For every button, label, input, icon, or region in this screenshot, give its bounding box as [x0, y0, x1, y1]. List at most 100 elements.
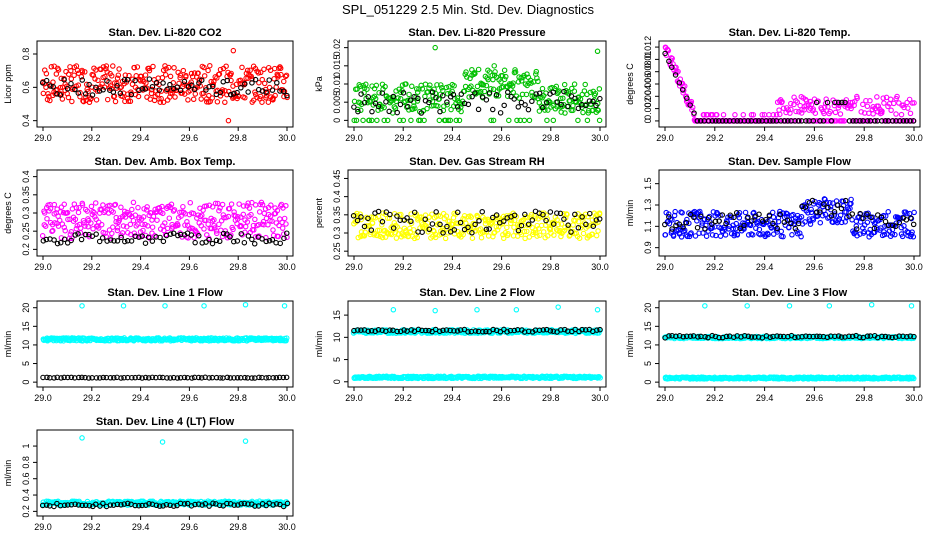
pressure-point [358, 91, 364, 97]
box_temp-point [175, 232, 181, 239]
y-axis-label: ml/min [314, 331, 324, 358]
box_temp-point [54, 240, 61, 247]
co2-point [162, 72, 169, 78]
box_temp-point [255, 221, 262, 228]
box_temp-point [111, 238, 117, 244]
rh-point [424, 220, 431, 226]
co2-point [177, 72, 184, 78]
line3-point [817, 333, 823, 340]
line2-point [540, 327, 547, 333]
rh-point [426, 214, 433, 220]
line2-outlier-point [594, 307, 601, 313]
flow-point [733, 210, 740, 216]
line2-point [401, 327, 407, 333]
y-axis-label: degrees C [3, 192, 13, 234]
box_temp-point [140, 214, 147, 220]
flow-point [910, 221, 917, 228]
line2-point [394, 328, 400, 335]
box_temp-point [162, 220, 168, 226]
flow-point [798, 214, 805, 220]
pressure-point [488, 117, 494, 124]
line3-point [864, 333, 871, 339]
pressure-point [472, 90, 478, 96]
flow-point [766, 212, 773, 219]
pressure-point [567, 98, 573, 104]
pressure-point [408, 117, 414, 124]
temp-point [781, 118, 788, 124]
line1-point [111, 375, 117, 381]
line2-point [387, 327, 393, 333]
temp-point [788, 106, 794, 113]
co2-point [263, 89, 269, 95]
co2-point [239, 64, 245, 71]
pressure-point [358, 107, 364, 114]
y-tick-label: 0.25 [21, 222, 31, 240]
flow-point [853, 223, 860, 229]
pressure-point [366, 117, 373, 124]
flow-point [696, 230, 702, 236]
pressure-point [435, 103, 441, 109]
temp-point [669, 55, 675, 62]
co2-point [64, 86, 71, 92]
flow-point [662, 221, 668, 228]
line3-point [911, 375, 917, 382]
co2-point [103, 66, 109, 72]
pressure-point [501, 67, 508, 74]
temp-point [714, 112, 720, 118]
flow-point [864, 219, 871, 226]
rh-point [593, 232, 600, 239]
co2-point [234, 89, 240, 96]
x-tick-label: 30.0 [905, 262, 923, 272]
co2-point [71, 72, 77, 79]
co2-point [93, 97, 100, 103]
x-tick-label: 29.4 [444, 262, 462, 272]
x-tick-label: 29.2 [706, 133, 724, 143]
pressure-point [535, 78, 541, 85]
line1-point [51, 375, 57, 381]
box_temp-point [110, 209, 116, 215]
line2-point [457, 327, 464, 333]
temp-point [723, 118, 729, 124]
rh-point [375, 208, 382, 215]
flow-point [736, 215, 743, 221]
line2-point [597, 326, 603, 333]
rh-point [596, 210, 603, 216]
pressure-point [533, 91, 539, 97]
co2-point [80, 98, 87, 105]
box_temp-point [118, 234, 124, 241]
rh-point [558, 221, 565, 227]
y-tick-label: 0.2 [21, 505, 31, 518]
box_temp-point [259, 201, 266, 208]
pressure-point [561, 88, 567, 95]
co2-point [247, 67, 253, 74]
x-tick-label: 29.8 [855, 393, 873, 403]
x-tick-label: 29.0 [345, 262, 363, 272]
line2-point [358, 327, 364, 333]
flow-point [868, 214, 874, 221]
temp-point [779, 99, 785, 105]
rh-point [394, 213, 400, 219]
flow-point [676, 221, 683, 227]
y-axis-label: ml/min [625, 200, 635, 227]
co2-point [210, 83, 216, 90]
pressure-point [419, 86, 426, 92]
line3-point [882, 333, 889, 340]
pressure-outlier-point [594, 48, 601, 55]
box_temp-point [50, 227, 56, 234]
box_temp-point [114, 227, 121, 234]
temp-point [858, 109, 864, 115]
box_temp-point [216, 207, 222, 214]
rh-point [568, 229, 574, 235]
temp-point [793, 108, 799, 115]
rh-point [534, 233, 540, 239]
box_temp-point [58, 204, 65, 210]
rh-point [491, 230, 497, 236]
temp-point [720, 112, 727, 118]
box_temp-point [197, 213, 204, 220]
co2-outlier-point [230, 47, 237, 54]
co2-point [228, 77, 234, 84]
box_temp-point [90, 226, 96, 232]
rh-point [489, 219, 496, 226]
flow-point [679, 210, 685, 216]
flow-point [700, 230, 706, 236]
